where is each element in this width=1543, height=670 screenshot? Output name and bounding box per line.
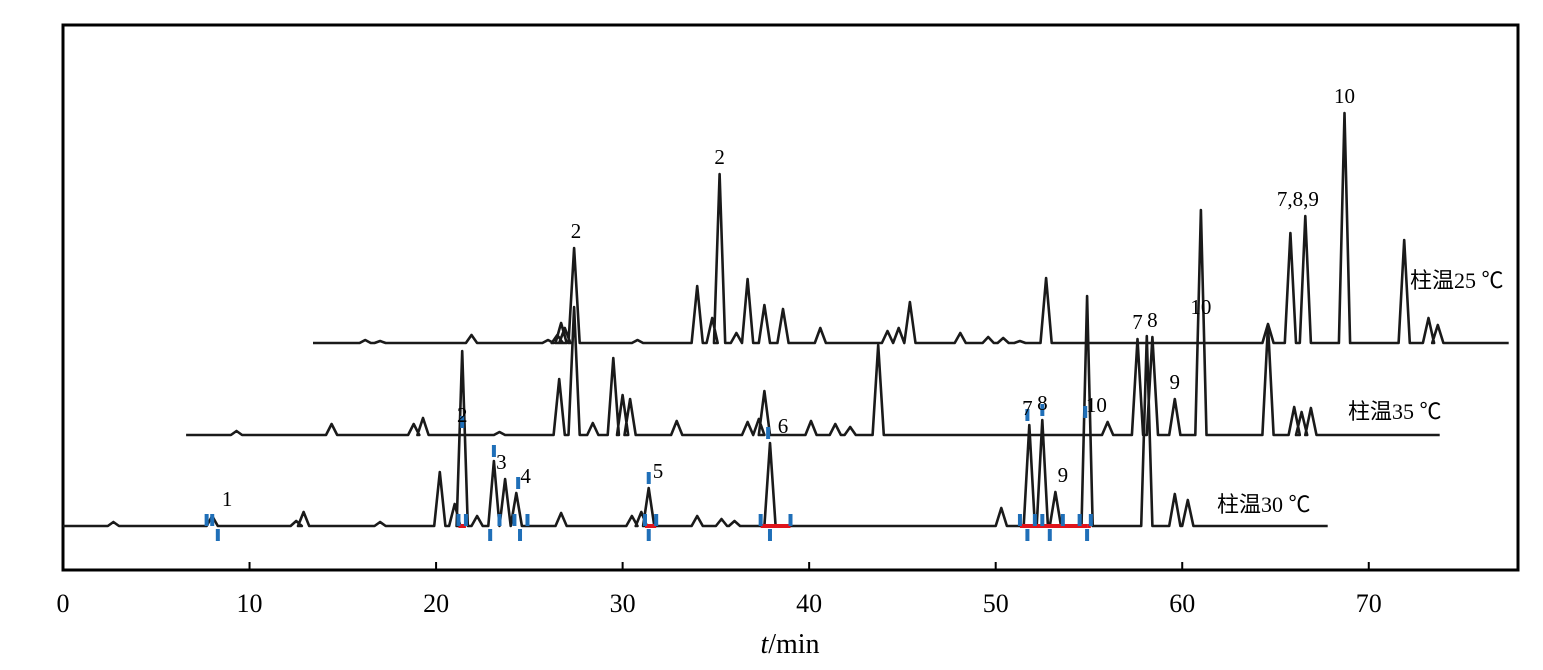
peak-label: 10 [1334,84,1355,108]
integration-marker [767,529,772,541]
peak-marker [766,427,771,439]
x-axis: 0 10 20 30 40 50 60 70 [57,562,1382,618]
integration-marker [210,514,215,526]
integration-marker [1017,514,1022,526]
peak-label: 7,8,9 [1277,187,1319,211]
x-axis-label: t/min [760,629,819,660]
integration-marker [758,514,763,526]
peak-marker [491,445,496,457]
peak-marker [1040,404,1045,416]
integration-marker [1077,514,1082,526]
integration-marker [1040,514,1045,526]
series-trace [63,294,1328,528]
x-axis-label-italic: t [760,629,769,660]
integration-marker [788,514,793,526]
integration-marker [497,514,502,526]
integration-marker [1085,529,1090,541]
series-trace [313,111,1509,345]
series-label: 柱温30 ℃ [1217,492,1311,517]
integration-marker [1060,514,1065,526]
traces: 柱温25 ℃ 柱温35 ℃ 柱温30 ℃ [63,111,1509,528]
peak-label: 9 [1170,370,1181,394]
peak-label: 10 [1086,393,1107,417]
x-tick-label: 10 [237,589,263,618]
peak-label: 7 [1132,310,1143,334]
peak-label: 8 [1147,308,1158,332]
x-axis-label-unit: /min [768,629,819,660]
integration-marker [1088,514,1093,526]
peak-label: 5 [653,459,664,483]
peak-marker [646,472,651,484]
x-tick-label: 60 [1169,589,1195,618]
peak-label: 10 [1190,295,1211,319]
integration-marks [204,404,1093,541]
series-label: 柱温35 ℃ [1348,399,1442,424]
series-trace [186,208,1440,437]
integration-marker [643,514,647,526]
integration-marker [1025,529,1030,541]
peak-marker [516,477,521,489]
peak-label: 2 [571,219,582,243]
peak-marker [1083,406,1088,418]
integration-marker [646,529,651,541]
peak-label: 4 [520,464,531,488]
integration-marker [204,514,209,526]
integration-marker [215,529,220,541]
peak-label: 2 [457,403,468,427]
x-tick-label: 50 [983,589,1009,618]
integration-marker [525,514,530,526]
x-tick-label: 0 [57,589,70,618]
x-tick-label: 70 [1356,589,1382,618]
integration-marker [1047,529,1052,541]
peak-label: 9 [1058,463,1069,487]
integration-marker [518,529,523,541]
integration-marker [488,529,493,541]
peak-label: 7 [1022,396,1033,420]
integration-marker [1032,514,1037,526]
integration-marker [456,514,461,526]
plot-frame [61,23,1520,572]
x-tick-label: 20 [423,589,449,618]
integration-marker [512,514,517,526]
peak-marker [1025,409,1030,421]
peak-label: 3 [496,450,507,474]
series-label: 柱温25 ℃ [1410,268,1504,293]
peak-marker [460,416,465,428]
peak-label: 8 [1037,391,1048,415]
peak-label: 6 [778,414,789,438]
peak-label: 1 [222,487,233,511]
peak-label: 2 [714,145,725,169]
x-tick-label: 30 [610,589,636,618]
integration-marker [654,514,659,526]
x-tick-label: 40 [796,589,822,618]
integration-marker [463,514,468,526]
